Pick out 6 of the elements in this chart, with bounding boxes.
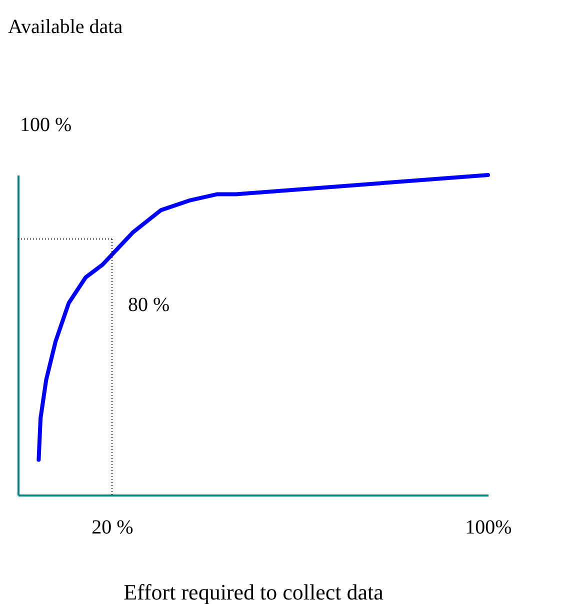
text: Available data <box>8 16 123 38</box>
x-tick-label: 20 % <box>92 516 134 538</box>
ref-line-label: 80 % <box>128 294 170 316</box>
x-tick-label: 100% <box>465 516 512 538</box>
x-axis-title: Effort required to collect data <box>124 580 384 604</box>
text: 100 % <box>20 114 72 136</box>
